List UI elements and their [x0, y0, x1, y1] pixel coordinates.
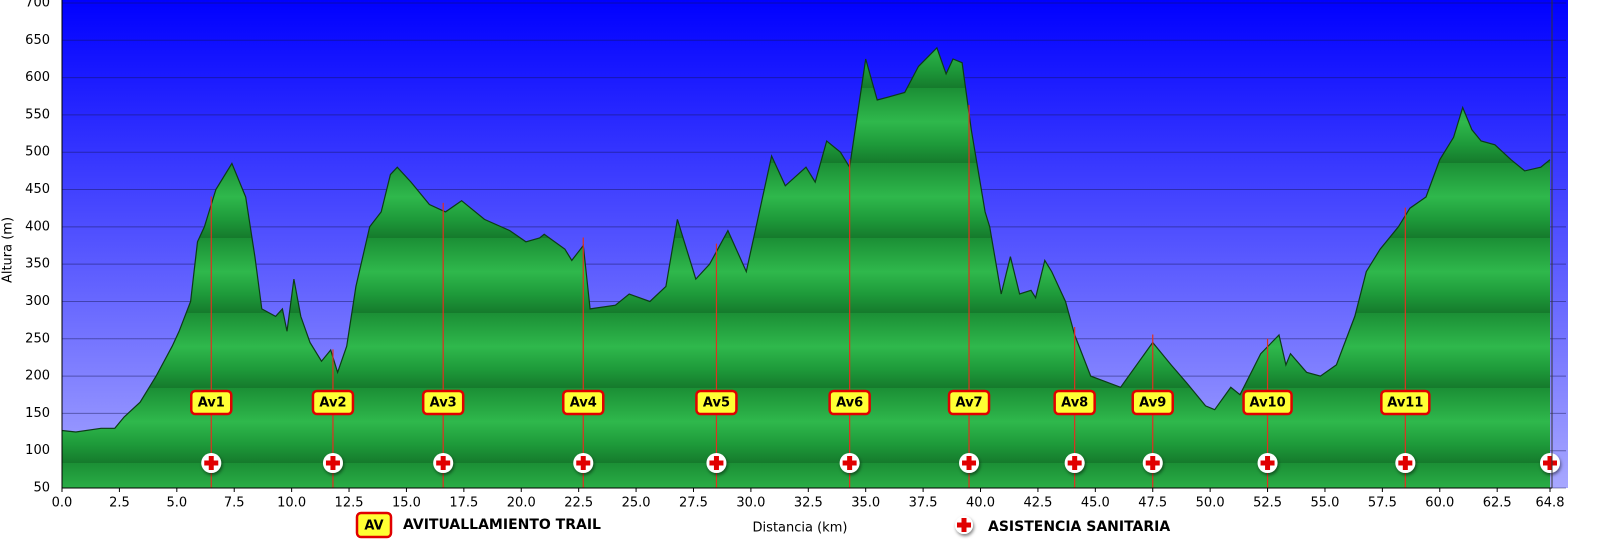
legend-label: ASISTENCIA SANITARIA	[988, 519, 1170, 535]
legend-symbol	[355, 511, 393, 539]
y-tick-label: 400	[25, 219, 50, 234]
x-tick-label: 22.5	[564, 496, 593, 511]
aid-station-box	[1380, 389, 1431, 416]
x-tick-label: 20.0	[507, 496, 536, 511]
x-tick-label: 40.0	[966, 496, 995, 511]
elevation-line	[61, 46, 1551, 433]
aid-station-label: Av1	[198, 396, 225, 411]
y-tick-label: 600	[25, 70, 50, 85]
x-tick-label: 25.0	[622, 496, 651, 511]
x-tick-label: 5.0	[166, 496, 187, 511]
legend-symbol-text: AV	[364, 519, 383, 534]
aid-station-label: Av4	[570, 396, 597, 411]
aid-station-box	[1131, 389, 1174, 416]
medical-cross	[1398, 456, 1413, 470]
y-tick-label: 450	[25, 182, 50, 197]
medical-cross	[204, 456, 219, 470]
medical-cross	[1260, 456, 1275, 470]
medical-cross	[842, 456, 857, 470]
legend-cross	[957, 518, 971, 532]
area-fill	[62, 47, 1550, 489]
x-tick-label: 15.0	[392, 496, 421, 511]
x-tick-label: 57.5	[1368, 496, 1397, 511]
medical-cross	[325, 456, 340, 470]
x-tick-label: 35.0	[851, 496, 880, 511]
aid-station-label: Av7	[955, 396, 982, 411]
x-tick-label: 0.0	[52, 496, 73, 511]
y-tick-label: 700	[25, 0, 50, 11]
x-tick-label: 10.0	[277, 496, 306, 511]
x-tick-label: 32.5	[794, 496, 823, 511]
y-tick-label: 550	[25, 107, 50, 122]
medical-cross	[1067, 456, 1082, 470]
legend-label: AVITUALLAMIENTO TRAIL	[403, 517, 601, 533]
y-tick-label: 250	[25, 331, 50, 346]
aid-station-box	[311, 389, 355, 416]
y-tick-label: 100	[25, 443, 50, 458]
aid-station-label: Av5	[703, 396, 730, 411]
medical-cross	[962, 456, 977, 470]
medical-cross	[1543, 456, 1557, 470]
y-tick-label: 150	[25, 406, 50, 421]
aid-station-label: Av8	[1061, 396, 1088, 411]
x-tick-label: 47.5	[1138, 496, 1167, 511]
x-tick-label: 7.5	[224, 496, 245, 511]
x-tick-label: 12.5	[335, 496, 364, 511]
medical-cross	[576, 456, 591, 470]
aid-station-box	[947, 389, 991, 416]
x-tick-label: 52.5	[1253, 496, 1282, 511]
x-tick-label: 42.5	[1023, 496, 1052, 511]
y-tick-label: 200	[25, 369, 50, 384]
x-tick-label: 27.5	[679, 496, 708, 511]
aid-station-label: Av2	[319, 396, 346, 411]
aid-station-label: Av9	[1139, 396, 1166, 411]
aid-station-box	[828, 389, 871, 416]
aid-station-box	[1242, 389, 1293, 416]
x-tick-label: 30.0	[736, 496, 765, 511]
medical-cross	[1145, 456, 1160, 470]
aid-station-box	[190, 389, 233, 416]
x-tick-label: 2.5	[109, 496, 130, 511]
x-tick-label: 62.5	[1483, 496, 1512, 511]
legend: AV AVITUALLAMIENTO TRAIL ASISTENCIA SANI…	[355, 511, 1170, 539]
medical-cross	[709, 456, 724, 470]
y-tick-label: 350	[25, 257, 50, 272]
y-tick-label: 300	[25, 294, 50, 309]
aid-station-label: Av10	[1249, 396, 1285, 411]
aid-station-label: Av6	[836, 396, 863, 411]
aid-station-box	[562, 389, 605, 416]
y-tick-label: 50	[33, 481, 50, 496]
aid-station-box	[695, 389, 738, 416]
x-tick-label: 60.0	[1425, 496, 1454, 511]
x-tick-label: 45.0	[1081, 496, 1110, 511]
x-tick-label: 17.5	[449, 496, 478, 511]
x-tick-label: 37.5	[909, 496, 938, 511]
aid-station-box	[1053, 389, 1096, 416]
y-tick-label: 500	[25, 145, 50, 160]
aid-station-label: Av11	[1387, 396, 1423, 411]
x-tick-label: 50.0	[1196, 496, 1225, 511]
aid-station-box	[421, 389, 465, 416]
x-axis-title: Distancia (km)	[753, 521, 848, 536]
y-tick-label: 650	[25, 33, 50, 48]
aid-station-label: Av3	[430, 396, 457, 411]
x-tick-label: 55.0	[1310, 496, 1339, 511]
y-axis-title: Altura (m)	[1, 217, 16, 283]
x-tick-label: 64.8	[1536, 496, 1565, 511]
medical-cross	[436, 456, 451, 470]
